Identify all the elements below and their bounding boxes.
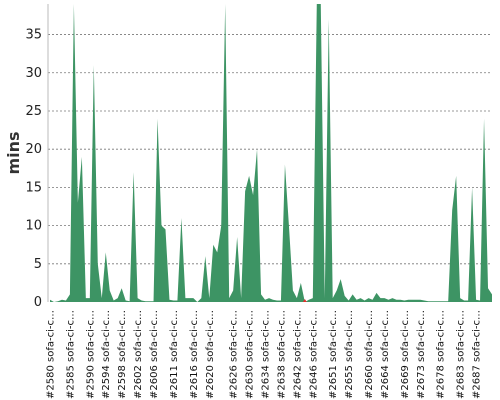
- x-tick-label: #2630 sofa-ci-c…: [245, 310, 256, 399]
- y-tick-label: 25: [25, 104, 42, 119]
- x-tick-label: #2594 sofa-ci-c…: [101, 310, 112, 399]
- x-tick-label: #2673 sofa-ci-c…: [416, 310, 427, 399]
- x-tick-labels: #2580 sofa-ci-c… #2585 sofa-ci-c… #2590 so…: [46, 310, 483, 399]
- x-tick-label: #2626 sofa-ci-c…: [229, 310, 240, 399]
- grid-lines: [48, 34, 492, 265]
- y-tick-label: 35: [25, 28, 42, 43]
- y-tick-label: 15: [25, 180, 42, 195]
- x-tick-label: #2634 sofa-ci-c…: [261, 310, 272, 399]
- x-tick-label: #2660 sofa-ci-c…: [364, 310, 375, 399]
- x-tick-label: #2669 sofa-ci-c…: [400, 310, 411, 399]
- x-tick-label: #2642 sofa-ci-c…: [292, 310, 303, 399]
- x-tick-label: #2616 sofa-ci-c…: [189, 310, 200, 399]
- x-tick-label: #2611 sofa-ci-c…: [169, 310, 180, 399]
- x-tick-label: #2620 sofa-ci-c…: [205, 310, 216, 399]
- x-tick-label: #2687 sofa-ci-c…: [472, 310, 483, 399]
- x-tick-label: #2602 sofa-ci-c…: [133, 310, 144, 399]
- x-tick-label: #2646 sofa-ci-c…: [308, 310, 319, 399]
- y-tick-label: 10: [25, 219, 42, 234]
- x-tick-label: #2638 sofa-ci-c…: [277, 310, 288, 399]
- failed-build-marker: [302, 298, 307, 302]
- y-tick-label: 0: [34, 295, 42, 310]
- x-tick-label: #2651 sofa-ci-c…: [328, 310, 339, 399]
- x-tick-label: #2606 sofa-ci-c…: [149, 310, 160, 399]
- x-tick-label: #2585 sofa-ci-c…: [65, 310, 76, 399]
- x-tick-label: #2655 sofa-ci-c…: [344, 310, 355, 399]
- x-tick-label: #2678 sofa-ci-c…: [436, 310, 447, 399]
- x-tick-label: #2683 sofa-ci-c…: [456, 310, 467, 399]
- y-axis-label: mins: [4, 131, 23, 174]
- y-tick-label: 20: [25, 142, 42, 157]
- x-tick-label: #2580 sofa-ci-c…: [46, 310, 57, 399]
- x-tick-label: #2598 sofa-ci-c…: [117, 310, 128, 399]
- x-tick-label: #2590 sofa-ci-c…: [85, 310, 96, 399]
- y-tick-labels: 0 5 10 15 20 25 30 35: [25, 28, 42, 310]
- y-tick-label: 30: [25, 66, 42, 81]
- duration-area: [50, 4, 492, 302]
- x-tick-label: #2664 sofa-ci-c…: [380, 310, 391, 399]
- y-tick-label: 5: [34, 257, 42, 272]
- duration-area-success: [50, 4, 492, 302]
